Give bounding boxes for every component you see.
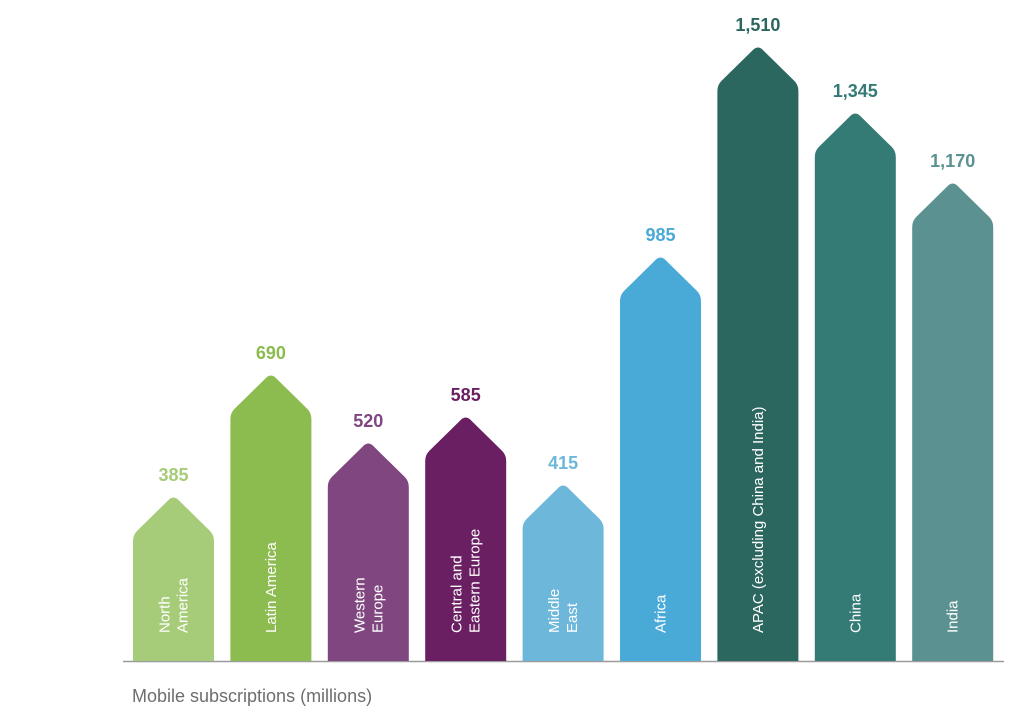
bar [327,443,409,661]
category-label: NorthAmerica [157,577,192,633]
bar [230,375,312,661]
category-label: China [847,593,864,633]
x-axis-label: Mobile subscriptions (millions) [132,686,373,706]
value-label: 1,170 [930,151,975,171]
bar [620,257,701,661]
bar [425,417,507,661]
bar [133,497,214,661]
value-label: 385 [158,465,188,485]
value-label: 585 [451,385,481,405]
category-label: MiddleEast [546,589,581,633]
value-label: 1,510 [735,15,780,35]
category-label: India [945,600,962,633]
value-label: 985 [645,225,675,245]
bar [814,113,896,661]
bar [717,47,799,661]
category-label: Latin America [263,541,280,633]
category-label: APAC (excluding China and India) [750,406,767,633]
bar [912,183,994,661]
category-label: Africa [653,594,670,633]
category-label: Central andEastern Europe [449,529,484,633]
bar [522,485,604,661]
category-label: WesternEurope [351,577,386,633]
value-label: 1,345 [833,81,878,101]
value-label: 520 [353,411,383,431]
value-label: 415 [548,453,578,473]
value-label: 690 [256,343,286,363]
